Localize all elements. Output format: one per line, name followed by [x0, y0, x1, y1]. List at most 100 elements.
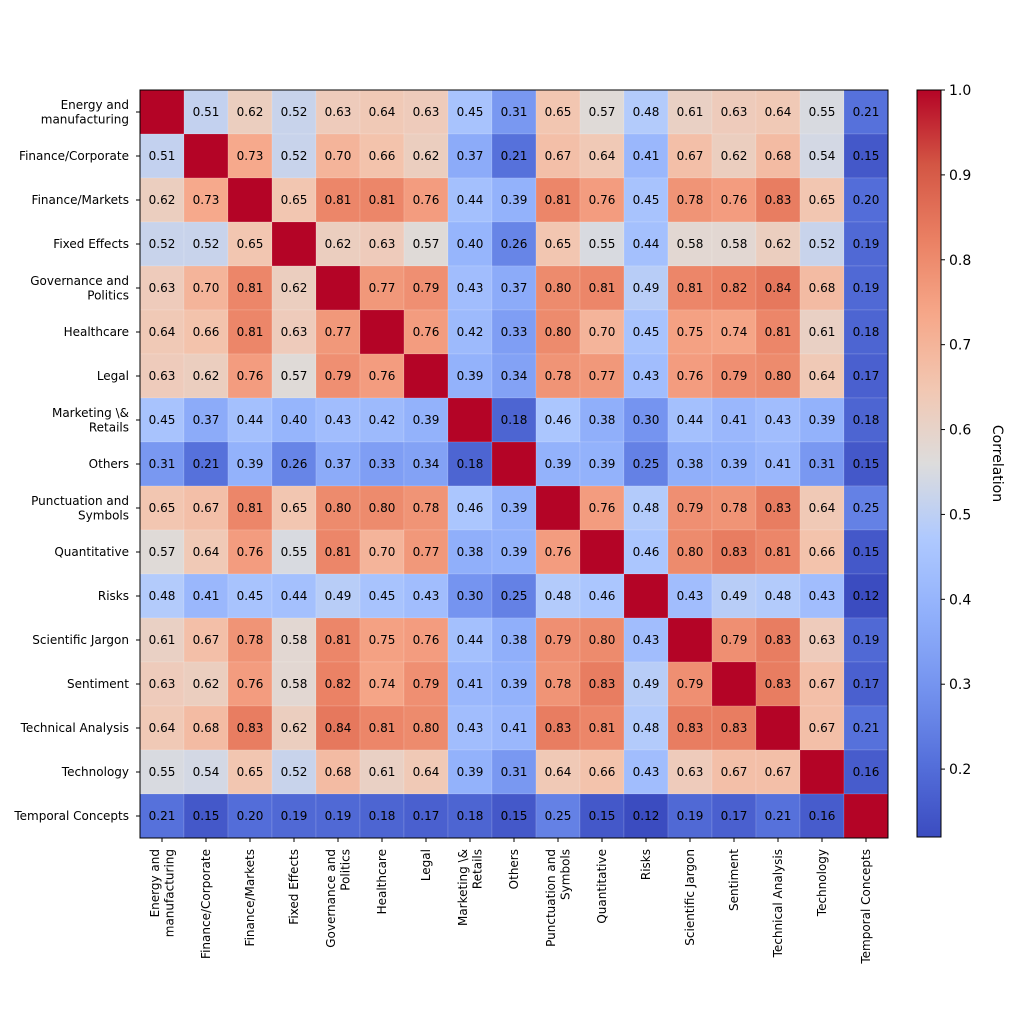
heatmap-cell [799, 441, 845, 487]
cell-value-label: 0.55 [589, 237, 616, 251]
cell-value-label: 0.46 [633, 545, 660, 559]
cell-value-label: 0.18 [457, 809, 484, 823]
cell-value-label: 0.76 [369, 369, 396, 383]
cell-value-label: 0.46 [545, 413, 572, 427]
cell-value-label: 0.48 [545, 589, 572, 603]
heatmap-cell [139, 397, 185, 443]
cell-value-label: 0.64 [809, 369, 836, 383]
heatmap-cell [843, 89, 889, 135]
cell-value-label: 0.76 [589, 501, 616, 515]
heatmap-cell [139, 353, 185, 399]
cell-value-label: 0.25 [545, 809, 572, 823]
heatmap-cell [183, 529, 229, 575]
heatmap-cell [403, 573, 449, 619]
cell-value-label: 0.62 [721, 149, 748, 163]
heatmap-cell [315, 309, 361, 355]
cell-value-label: 0.17 [721, 809, 748, 823]
cell-value-label: 0.39 [501, 193, 528, 207]
row-label: Marketing \& Retails [52, 406, 129, 435]
cell-value-label: 0.38 [457, 545, 484, 559]
cell-value-label: 0.57 [149, 545, 176, 559]
row-label: Technical Analysis [20, 721, 129, 735]
heatmap-cell [403, 177, 449, 223]
heatmap-cell [227, 529, 273, 575]
heatmap-cell [359, 177, 405, 223]
heatmap-cell [799, 573, 845, 619]
cell-value-label: 0.54 [809, 149, 836, 163]
cell-value-label: 0.39 [809, 413, 836, 427]
cell-value-label: 0.78 [413, 501, 440, 515]
heatmap-cell [315, 661, 361, 707]
cell-value-label: 0.45 [633, 193, 660, 207]
cell-value-label: 0.49 [633, 281, 660, 295]
heatmap-cell [359, 705, 405, 751]
heatmap-cell [447, 133, 493, 179]
heatmap-cell [139, 89, 185, 135]
cell-value-label: 0.58 [677, 237, 704, 251]
column-label: Fixed Effects [287, 849, 301, 925]
cell-value-label: 0.57 [281, 369, 308, 383]
cell-value-label: 0.81 [369, 193, 396, 207]
column-label: Temporal Concepts [859, 849, 873, 965]
cell-value-label: 0.65 [545, 237, 572, 251]
cell-value-label: 0.76 [545, 545, 572, 559]
heatmap-cell [623, 793, 669, 839]
heatmap-cell [491, 89, 537, 135]
heatmap-cell [271, 749, 317, 795]
cell-value-label: 0.18 [853, 413, 880, 427]
heatmap-cell [359, 441, 405, 487]
cell-value-label: 0.39 [545, 457, 572, 471]
heatmap-cell [403, 441, 449, 487]
cell-value-label: 0.67 [193, 633, 220, 647]
heatmap-cell [535, 617, 581, 663]
heatmap-cell [447, 221, 493, 267]
cell-value-label: 0.52 [149, 237, 176, 251]
heatmap-cell [491, 397, 537, 443]
heatmap-cell [315, 705, 361, 751]
heatmap-cell [139, 617, 185, 663]
heatmap-cell [711, 441, 757, 487]
cell-value-label: 0.70 [589, 325, 616, 339]
cell-value-label: 0.43 [413, 589, 440, 603]
heatmap-cell [711, 221, 757, 267]
heatmap-cell [183, 353, 229, 399]
row-label: Temporal Concepts [13, 809, 129, 823]
heatmap-cell [271, 309, 317, 355]
heatmap-cell [579, 441, 625, 487]
heatmap-cell [799, 617, 845, 663]
cell-value-label: 0.43 [457, 281, 484, 295]
cell-value-label: 0.21 [765, 809, 792, 823]
heatmap-cell [711, 89, 757, 135]
row-label: Sentiment [67, 677, 129, 691]
heatmap-cell [271, 397, 317, 443]
heatmap-cell [315, 529, 361, 575]
cell-value-label: 0.17 [853, 677, 880, 691]
cell-value-label: 0.52 [193, 237, 220, 251]
cell-value-label: 0.25 [501, 589, 528, 603]
row-label: Scientific Jargon [32, 633, 129, 647]
column-label: Governance andPolitics [324, 849, 353, 948]
cell-value-label: 0.81 [237, 281, 264, 295]
heatmap-cell [667, 485, 713, 531]
row-label: Others [89, 457, 129, 471]
cell-value-label: 0.63 [149, 281, 176, 295]
cell-value-label: 0.57 [589, 105, 616, 119]
heatmap-cell [535, 133, 581, 179]
heatmap-cell [359, 133, 405, 179]
heatmap-cell [359, 353, 405, 399]
heatmap-cell [491, 353, 537, 399]
heatmap-cell [227, 177, 273, 223]
heatmap-cell [403, 133, 449, 179]
cell-value-label: 0.42 [457, 325, 484, 339]
cell-value-label: 0.83 [237, 721, 264, 735]
heatmap-cell [183, 705, 229, 751]
heatmap-cell [271, 353, 317, 399]
cell-value-label: 0.70 [325, 149, 352, 163]
heatmap-cell [491, 793, 537, 839]
cell-value-label: 0.44 [457, 193, 484, 207]
cell-value-label: 0.37 [325, 457, 352, 471]
heatmap-cell [227, 485, 273, 531]
heatmap-cell [491, 661, 537, 707]
heatmap-cell [403, 89, 449, 135]
cell-value-label: 0.41 [765, 457, 792, 471]
